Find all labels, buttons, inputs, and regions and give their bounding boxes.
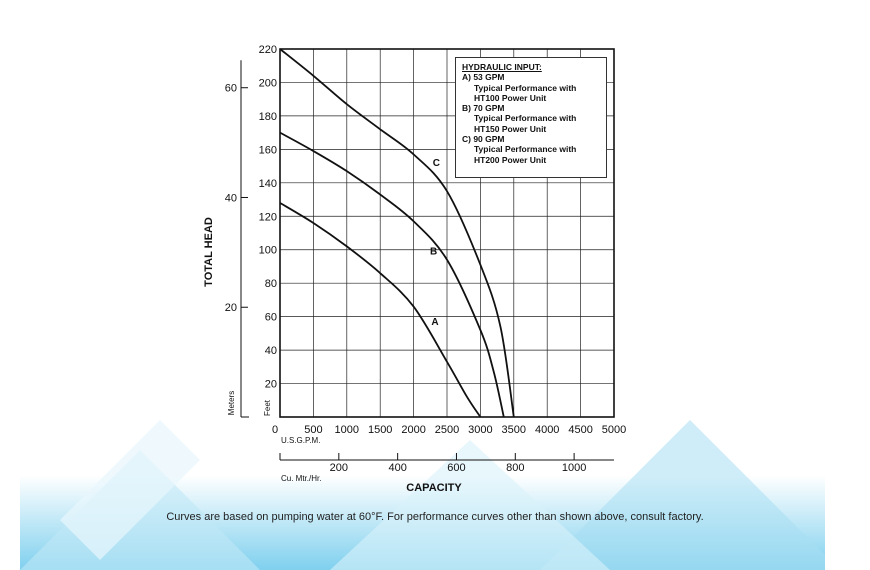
- curve-label-b: B: [430, 247, 437, 258]
- y-tick-label: 60: [265, 312, 277, 324]
- legend-entry-b-head: B) 70 GPM: [462, 103, 505, 114]
- legend-entry-a-line2: HT100 Power Unit: [474, 92, 547, 103]
- meters-tick-label: 40: [225, 192, 237, 204]
- curve-b: [279, 131, 505, 418]
- legend-entry-c-line2: HT200 Power Unit: [474, 154, 547, 165]
- legend-entry-c-line1: Typical Performance with: [474, 144, 577, 155]
- legend-entry-a-head: A) 53 GPM: [462, 72, 505, 83]
- x-tick-label: 2500: [435, 424, 459, 436]
- y-axis-title: TOTAL HEAD: [203, 217, 215, 287]
- x-tick-labels: 0 500 1000 1500 2000 2500 3000 3500 4000 4500 5000: [272, 424, 626, 436]
- y-tick-label: 160: [259, 144, 277, 156]
- x-tick-label: 5000: [602, 424, 626, 436]
- curve-label-c: C: [433, 158, 440, 169]
- curve-label-a: A: [431, 317, 438, 328]
- y-tick-label: 220: [259, 44, 277, 56]
- legend-entry-b-line1: Typical Performance with: [474, 113, 577, 124]
- x-tick-label: 1500: [368, 424, 392, 436]
- y-tick-label: 180: [259, 111, 277, 123]
- curve-layer: A B C: [279, 48, 515, 418]
- x-tick-label: 500: [304, 424, 322, 436]
- cubic-meters-tick-label: 400: [388, 462, 406, 474]
- x-tick-label: 4000: [535, 424, 559, 436]
- cubic-meters-unit-label: Cu. Mtr./Hr.: [281, 474, 321, 483]
- x-axis-title: CAPACITY: [406, 482, 462, 494]
- grid-lines: [280, 49, 614, 417]
- x-tick-label: 1000: [335, 424, 359, 436]
- x-tick-label: 0: [272, 424, 278, 436]
- legend-title: HYDRAULIC INPUT:: [462, 62, 542, 72]
- x-tick-label: 3000: [468, 424, 492, 436]
- cubic-meters-tick-label: 200: [330, 462, 348, 474]
- y-tick-label: 40: [265, 345, 277, 357]
- meters-unit-label: Meters: [227, 391, 236, 415]
- legend-box: HYDRAULIC INPUT: A) 53 GPM Typical Perfo…: [455, 57, 607, 178]
- y-tick-label: 20: [265, 379, 277, 391]
- cubic-meters-tick-label: 800: [506, 462, 524, 474]
- footnote: Curves are based on pumping water at 60°…: [166, 511, 704, 523]
- x-tick-label: 3500: [502, 424, 526, 436]
- usgpm-unit-label: U.S.G.P.M.: [281, 436, 320, 445]
- meters-axis: 20 40 60: [225, 60, 249, 418]
- meters-tick-label: 60: [225, 83, 237, 95]
- plot-frame: [279, 48, 615, 418]
- meters-tick-label: 20: [225, 302, 237, 314]
- y-tick-label: 140: [259, 178, 277, 190]
- y-tick-label: 120: [259, 211, 277, 223]
- legend-entry-a-line1: Typical Performance with: [474, 82, 577, 93]
- cubic-meters-axis: 200 400 600 800 1000: [279, 453, 614, 474]
- feet-unit-label: Feet: [263, 399, 272, 416]
- x-tick-label: 4500: [568, 424, 592, 436]
- cubic-meters-tick-label: 600: [447, 462, 465, 474]
- y-tick-label: 100: [259, 245, 277, 257]
- y-tick-labels: 20 40 60 80 100 120 140 160 180 200 220: [259, 44, 277, 391]
- curve-c: [279, 48, 515, 418]
- y-tick-label: 80: [265, 278, 277, 290]
- y-tick-label: 200: [259, 77, 277, 89]
- legend-entry-b-line2: HT150 Power Unit: [474, 123, 547, 134]
- legend-entry-c-head: C) 90 GPM: [462, 134, 505, 145]
- cubic-meters-tick-label: 1000: [562, 462, 586, 474]
- curve-a: [279, 202, 482, 418]
- x-tick-label: 2000: [401, 424, 425, 436]
